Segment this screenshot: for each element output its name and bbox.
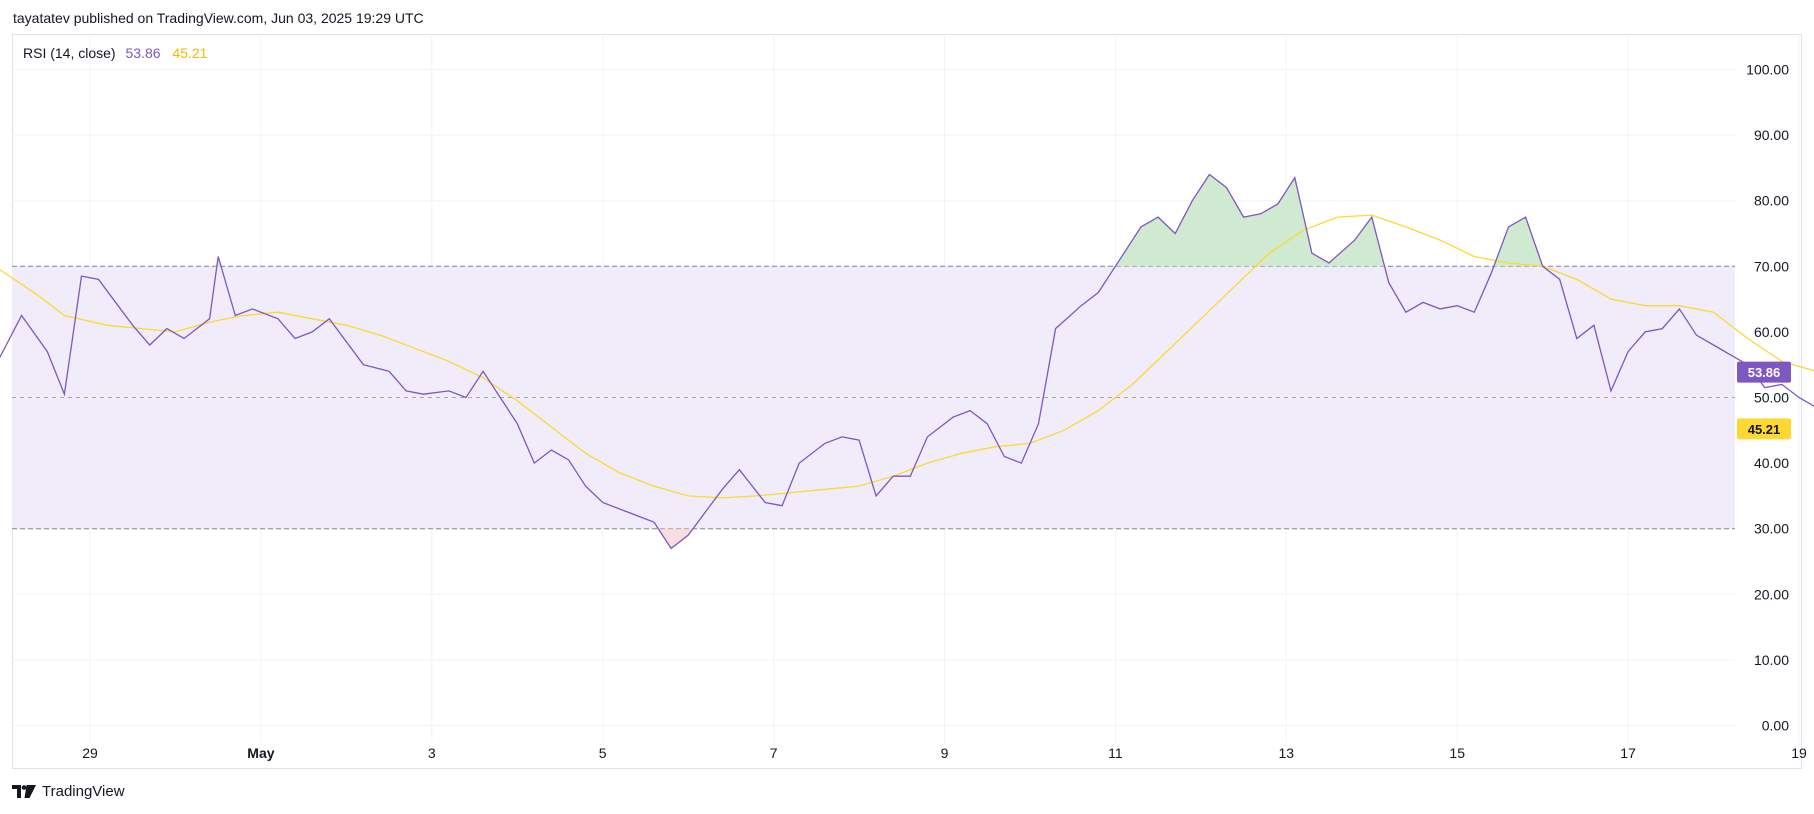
x-axis-tick-label: 7 bbox=[770, 745, 778, 761]
x-axis[interactable]: 29May357911131517192123252729Jun35 bbox=[82, 745, 1814, 761]
legend-ma-value: 45.21 bbox=[172, 45, 208, 61]
y-axis-tick-label: 60.00 bbox=[1754, 324, 1789, 340]
indicator-legend[interactable]: RSI (14, close) 53.86 45.21 bbox=[23, 45, 207, 61]
series-lines bbox=[0, 173, 1814, 550]
legend-rsi-value: 53.86 bbox=[125, 45, 161, 61]
rsi-value-badge: 53.86 bbox=[1737, 361, 1791, 383]
y-axis-tick-label: 100.00 bbox=[1746, 62, 1789, 78]
oversold-fill bbox=[658, 528, 694, 549]
x-axis-tick-label: 19 bbox=[1791, 745, 1807, 761]
y-axis-tick-label: 70.00 bbox=[1754, 258, 1789, 274]
x-axis-tick-label: 13 bbox=[1279, 745, 1295, 761]
y-axis-tick-label: 50.00 bbox=[1754, 390, 1789, 406]
indicator-name[interactable]: RSI (14, close) bbox=[23, 45, 116, 61]
x-axis-tick-label: 5 bbox=[599, 745, 607, 761]
ma-value-badge-bg bbox=[1737, 418, 1791, 440]
rsi-ma-line bbox=[0, 214, 1814, 499]
y-axis-tick-label: 10.00 bbox=[1754, 652, 1789, 668]
x-axis-tick-label: May bbox=[247, 745, 274, 761]
overbought-fill bbox=[1115, 174, 1385, 267]
rsi-value-badge-text: 53.86 bbox=[1748, 365, 1781, 380]
x-axis-tick-label: 3 bbox=[428, 745, 436, 761]
x-axis-tick-label: 9 bbox=[941, 745, 949, 761]
y-axis[interactable]: 100.00 90.00 80.00 70.00 60.00 50.00 40.00 30.0… bbox=[1746, 62, 1789, 734]
y-axis-tick-label: 80.00 bbox=[1754, 193, 1789, 209]
x-axis-tick-label: 29 bbox=[82, 745, 98, 761]
y-axis-tick-label: 90.00 bbox=[1754, 127, 1789, 143]
y-axis-tick-label: 30.00 bbox=[1754, 521, 1789, 537]
y-axis-tick-label: 40.00 bbox=[1754, 455, 1789, 471]
y-axis-tick-label: 20.00 bbox=[1754, 586, 1789, 602]
tradingview-brand: TradingView bbox=[42, 783, 125, 800]
rsi-value-badge-bg bbox=[1737, 361, 1791, 383]
rsi-band bbox=[12, 265, 1735, 530]
ma-value-badge-text: 45.21 bbox=[1748, 422, 1781, 437]
publisher-attribution: tayatatev published on TradingView.com, … bbox=[13, 10, 424, 26]
x-axis-tick-label: 11 bbox=[1108, 745, 1123, 761]
rsi-line bbox=[0, 173, 1814, 550]
tradingview-footer[interactable]: TradingView bbox=[12, 783, 125, 800]
overbought-fill bbox=[1493, 217, 1543, 267]
y-axis-tick-label: 0.00 bbox=[1762, 718, 1789, 734]
x-axis-tick-label: 15 bbox=[1449, 745, 1465, 761]
tradingview-logo-icon bbox=[12, 785, 36, 798]
value-badges: 53.86 45.21 bbox=[1737, 361, 1791, 440]
ma-value-badge: 45.21 bbox=[1737, 418, 1791, 440]
x-axis-tick-label: 17 bbox=[1620, 745, 1636, 761]
